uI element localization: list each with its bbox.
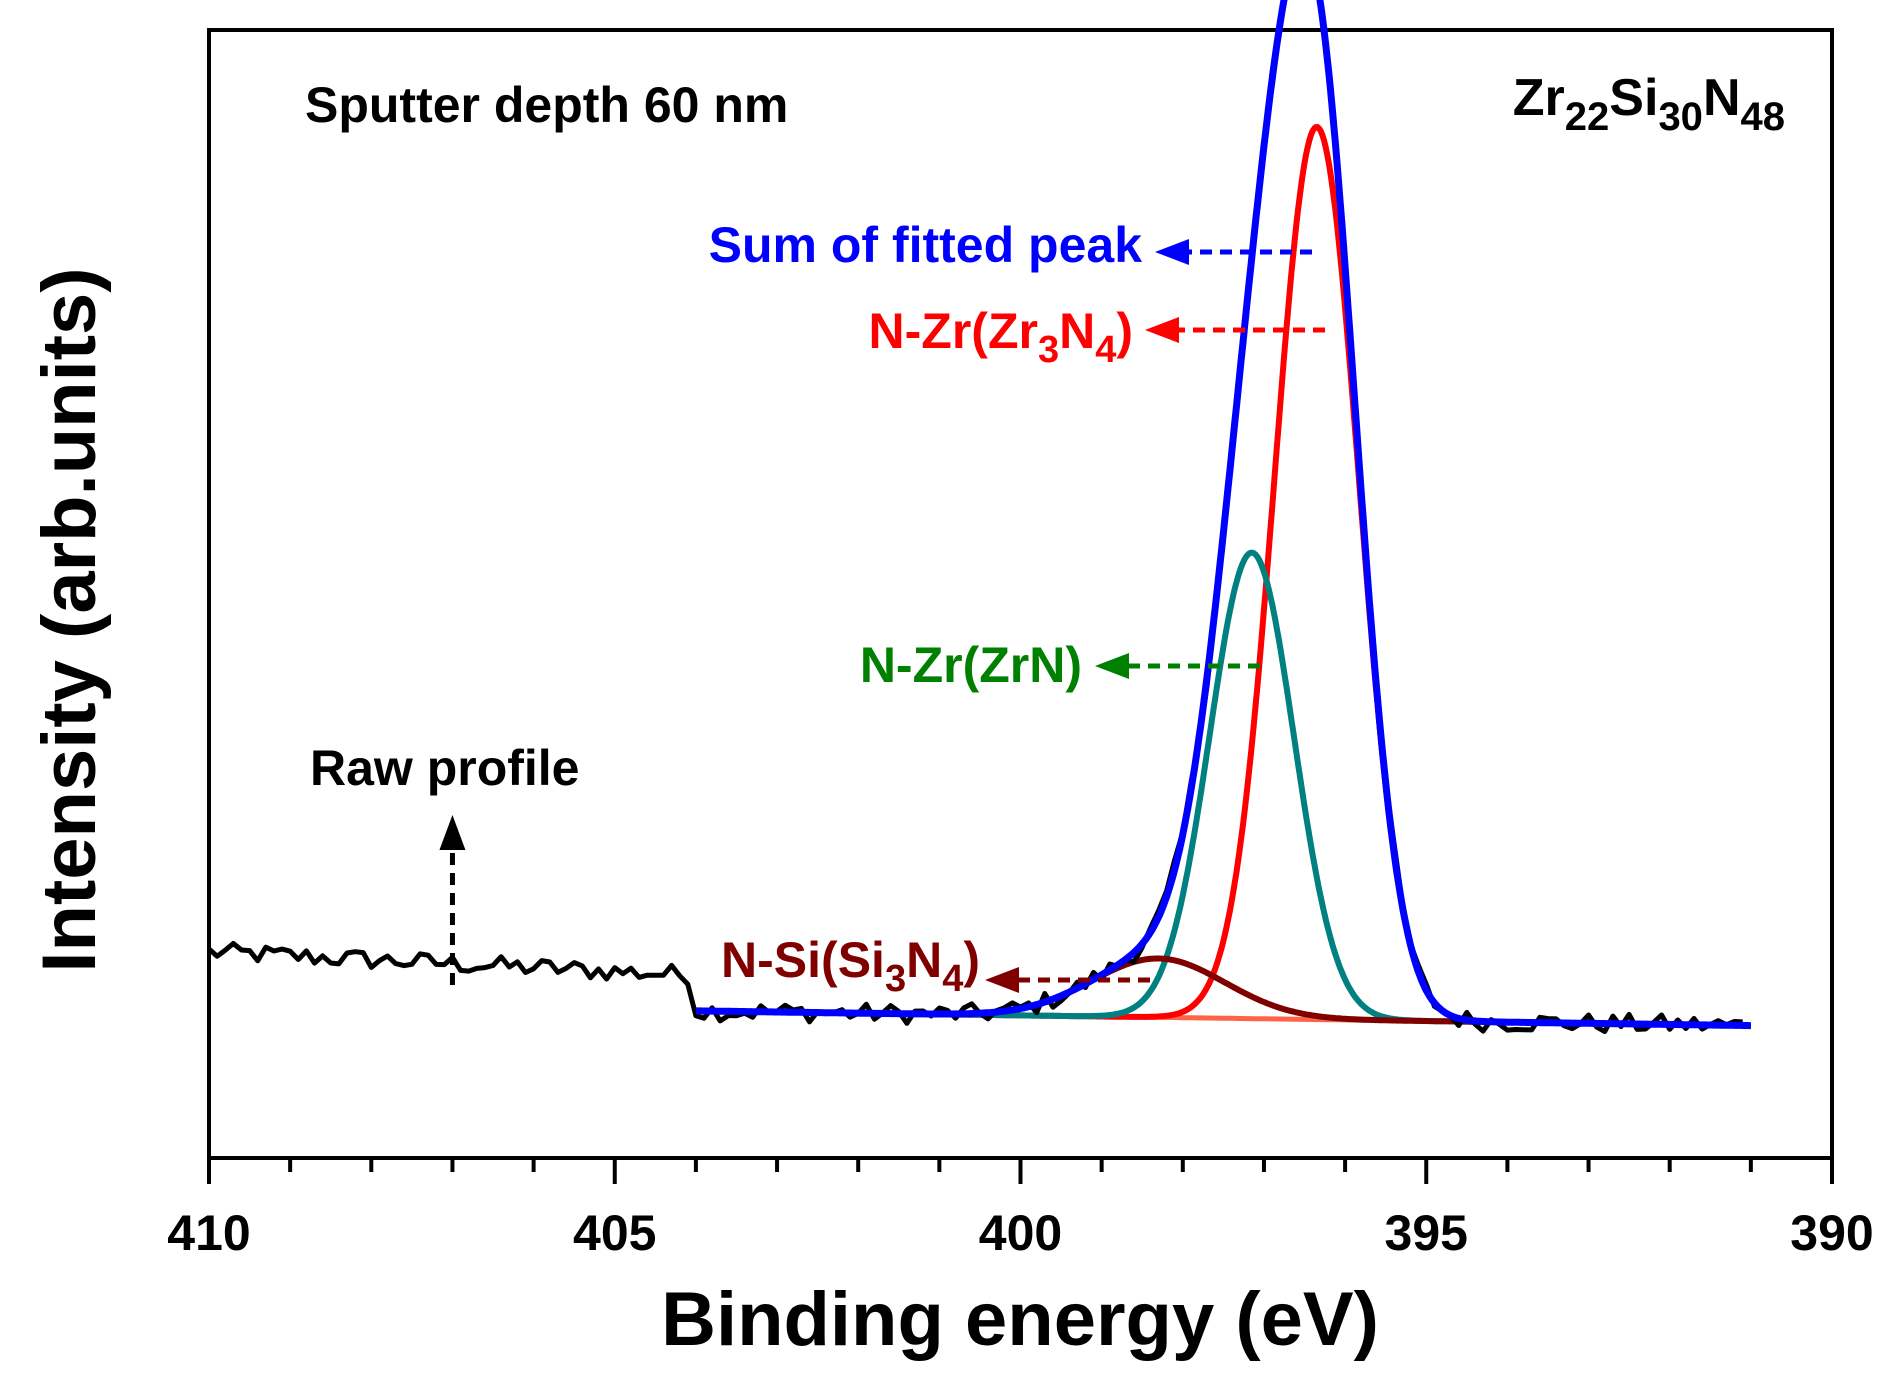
x-axis-label: Binding energy (eV): [661, 1277, 1379, 1362]
sum-fitted-line: [695, 0, 1751, 1030]
series-layer: [207, 0, 1751, 1034]
x-tick-label: 395: [1385, 1205, 1468, 1261]
raw-profile-line: [207, 0, 1743, 1034]
x-tick-label: 400: [979, 1205, 1062, 1261]
si3n4-arrow-head: [985, 967, 1019, 993]
plot-frame: [207, 28, 1834, 1160]
n-si-si3n4-label: N-Si(Si3N4): [721, 932, 980, 1000]
n-zr-zrn-label: N-Zr(ZrN): [860, 637, 1082, 693]
raw-arrow-head: [439, 815, 466, 850]
sample-note: Sputter depth 60 nm: [305, 77, 788, 133]
x-tick-label: 405: [573, 1205, 656, 1261]
x-tick-label: 410: [167, 1205, 250, 1261]
x-tick-label: 390: [1790, 1205, 1873, 1261]
composition-label: Zr22Si30N48: [1513, 69, 1785, 139]
annotation-arrows: [439, 239, 1325, 993]
y-axis-label: Intensity (arb.units): [27, 267, 112, 972]
zrn-arrow-head: [1095, 653, 1129, 679]
sum-fitted-peak-label: Sum of fitted peak: [709, 217, 1143, 273]
n-zr-zr3n4-label: N-Zr(Zr3N4): [869, 303, 1133, 371]
x-axis-ticks: 410 405 400 395 390: [167, 1158, 1874, 1261]
raw-profile-label: Raw profile: [310, 740, 579, 796]
zr3n4-arrow-head: [1145, 317, 1179, 343]
sum-arrow-head: [1155, 239, 1189, 265]
